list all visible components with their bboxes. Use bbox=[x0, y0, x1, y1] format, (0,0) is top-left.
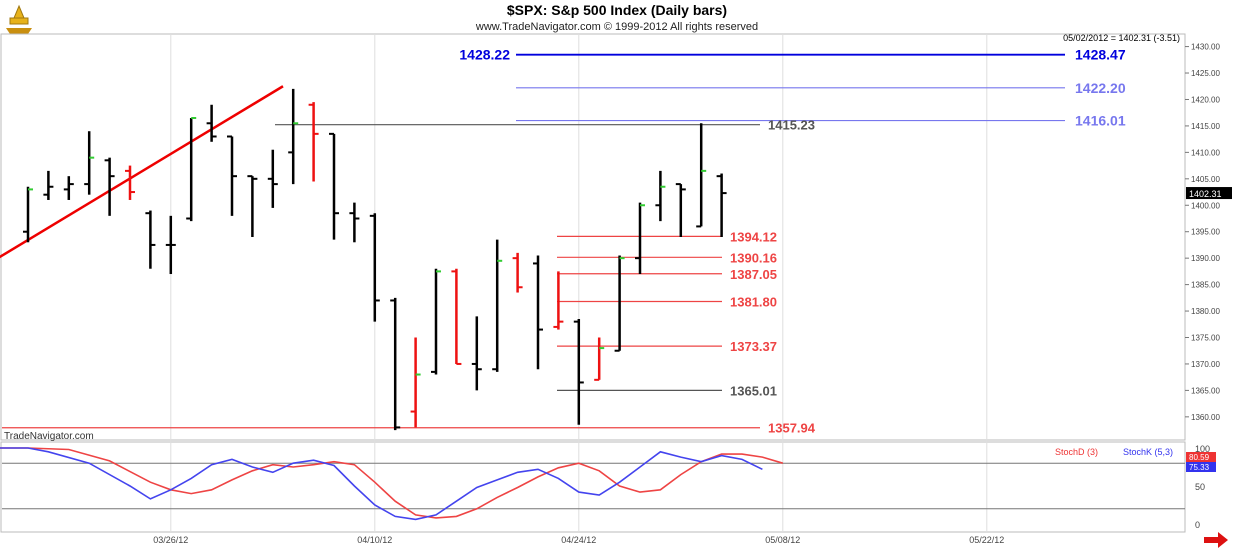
ohlc-bar bbox=[43, 170, 54, 200]
ohlc-bar bbox=[614, 255, 625, 352]
ohlc-bar bbox=[512, 252, 523, 293]
ohlc-bar bbox=[349, 202, 360, 243]
date-tick-label: 03/26/12 bbox=[153, 535, 188, 545]
level-label: 1387.05 bbox=[730, 267, 777, 282]
level-label: 1357.94 bbox=[768, 421, 816, 436]
price-tick-label: 1425.00 bbox=[1191, 69, 1220, 78]
price-tick-label: 1415.00 bbox=[1191, 122, 1220, 131]
ohlc-bar bbox=[471, 316, 482, 391]
level-label: 1394.12 bbox=[730, 229, 777, 244]
price-tick-label: 1395.00 bbox=[1191, 228, 1220, 237]
ohlc-bar bbox=[410, 337, 421, 428]
price-tick-label: 1380.00 bbox=[1191, 307, 1220, 316]
stoch-last-value-label: 80.59 bbox=[1189, 453, 1210, 462]
level-label: 1365.01 bbox=[730, 383, 777, 398]
price-tick-label: 1385.00 bbox=[1191, 281, 1220, 290]
stoch-series-line bbox=[0, 447, 763, 521]
ohlc-bar bbox=[145, 210, 156, 269]
ohlc-bar bbox=[390, 297, 401, 431]
level-label: 1416.01 bbox=[1075, 113, 1126, 129]
level-label: 1373.37 bbox=[730, 339, 777, 354]
trendline bbox=[0, 85, 284, 259]
price-tick-label: 1390.00 bbox=[1191, 254, 1220, 263]
last-price-label: 1402.31 bbox=[1189, 189, 1222, 199]
price-tick-label: 1400.00 bbox=[1191, 201, 1220, 210]
ohlc-bar bbox=[288, 88, 299, 185]
chart-subtitle: www.TradeNavigator.com © 1999-2012 All r… bbox=[475, 21, 758, 33]
stoch-tick-label: 100 bbox=[1195, 444, 1210, 454]
ohlc-bar bbox=[186, 116, 197, 222]
ohlc-bar bbox=[308, 102, 319, 182]
level-lines: 1428.47 1428.22 1422.20 1416.01 1415.23 1394.… bbox=[2, 47, 1126, 436]
last-price-box bbox=[1186, 187, 1232, 200]
stoch-legend-entry: StochD (3) bbox=[1055, 447, 1098, 457]
ohlc-bar bbox=[104, 157, 115, 216]
stoch-last-value-box bbox=[1186, 452, 1216, 462]
stoch-last-value-box bbox=[1186, 462, 1216, 472]
ohlc-bar bbox=[675, 183, 686, 237]
price-pane-frame bbox=[0, 33, 1186, 441]
ohlc-bar bbox=[369, 213, 380, 322]
level-label: 1422.20 bbox=[1075, 80, 1126, 96]
stoch-tick-label: 0 bbox=[1195, 520, 1200, 530]
price-tick-label: 1375.00 bbox=[1191, 334, 1220, 343]
level-label: 1381.80 bbox=[730, 295, 777, 310]
stochastic-pane-frame bbox=[0, 441, 1186, 533]
price-tick-label: 1370.00 bbox=[1191, 360, 1220, 369]
trendline-group bbox=[0, 85, 284, 259]
price-axis: 1360.00 1365.00 1370.00 1375.00 1380.00 1385.… bbox=[1185, 43, 1232, 422]
ohlc-bar bbox=[431, 268, 441, 375]
price-tick-label: 1365.00 bbox=[1191, 386, 1220, 395]
date-tick-label: 04/10/12 bbox=[357, 535, 392, 545]
price-readout: 05/02/2012 = 1402.31 (-3.51) bbox=[1063, 33, 1180, 43]
ohlc-bar bbox=[696, 123, 707, 228]
chart-title: $SPX: S&p 500 Index (Daily bars) bbox=[507, 2, 727, 18]
logo-icon[interactable] bbox=[6, 4, 32, 34]
ohlc-bar bbox=[573, 318, 584, 425]
price-tick-label: 1410.00 bbox=[1191, 148, 1220, 157]
stoch-last-value-label: 75.33 bbox=[1189, 463, 1210, 472]
ohlc-bar bbox=[492, 239, 503, 372]
stoch-legend-entry: StochK (5,3) bbox=[1123, 447, 1173, 457]
watermark: TradeNavigator.com bbox=[4, 431, 94, 442]
ohlc-bar bbox=[329, 132, 339, 240]
ohlc-bar bbox=[23, 186, 33, 243]
price-tick-label: 1405.00 bbox=[1191, 175, 1220, 184]
ohlc-bar bbox=[125, 165, 135, 200]
ohlc-bar bbox=[247, 175, 258, 237]
ohlc-bar bbox=[267, 149, 278, 208]
price-tick-label: 1430.00 bbox=[1191, 43, 1220, 52]
ohlc-bar bbox=[594, 337, 605, 381]
ohlc-bars bbox=[23, 88, 727, 431]
ohlc-bar bbox=[451, 268, 462, 365]
date-tick-label: 05/08/12 bbox=[765, 535, 800, 545]
level-label: 1415.23 bbox=[768, 118, 815, 133]
ohlc-bar bbox=[206, 104, 217, 142]
ohlc-bar bbox=[227, 135, 237, 216]
price-grid bbox=[170, 34, 988, 532]
ohlc-bar bbox=[533, 255, 543, 370]
ohlc-bar bbox=[553, 271, 564, 330]
price-tick-label: 1360.00 bbox=[1191, 413, 1220, 422]
level-left-label: 1428.22 bbox=[459, 47, 510, 63]
date-tick-label: 04/24/12 bbox=[561, 535, 596, 545]
date-tick-label: 05/22/12 bbox=[969, 535, 1004, 545]
ohlc-bar bbox=[63, 176, 74, 200]
price-tick-label: 1420.00 bbox=[1191, 95, 1220, 104]
ohlc-bar bbox=[84, 131, 95, 195]
ohlc-bar bbox=[655, 170, 666, 222]
date-axis: 03/26/12 04/10/12 04/24/12 05/08/12 05/22/12 bbox=[153, 535, 1004, 545]
stoch-series-line bbox=[0, 447, 784, 519]
level-label: 1428.47 bbox=[1075, 47, 1126, 63]
level-label: 1390.16 bbox=[730, 250, 777, 265]
ohlc-bar bbox=[165, 215, 176, 275]
ohlc-bar bbox=[635, 202, 645, 275]
scroll-right-arrow-icon[interactable] bbox=[1204, 532, 1228, 548]
stoch-tick-label: 50 bbox=[1195, 482, 1205, 492]
ohlc-bar bbox=[716, 173, 727, 237]
